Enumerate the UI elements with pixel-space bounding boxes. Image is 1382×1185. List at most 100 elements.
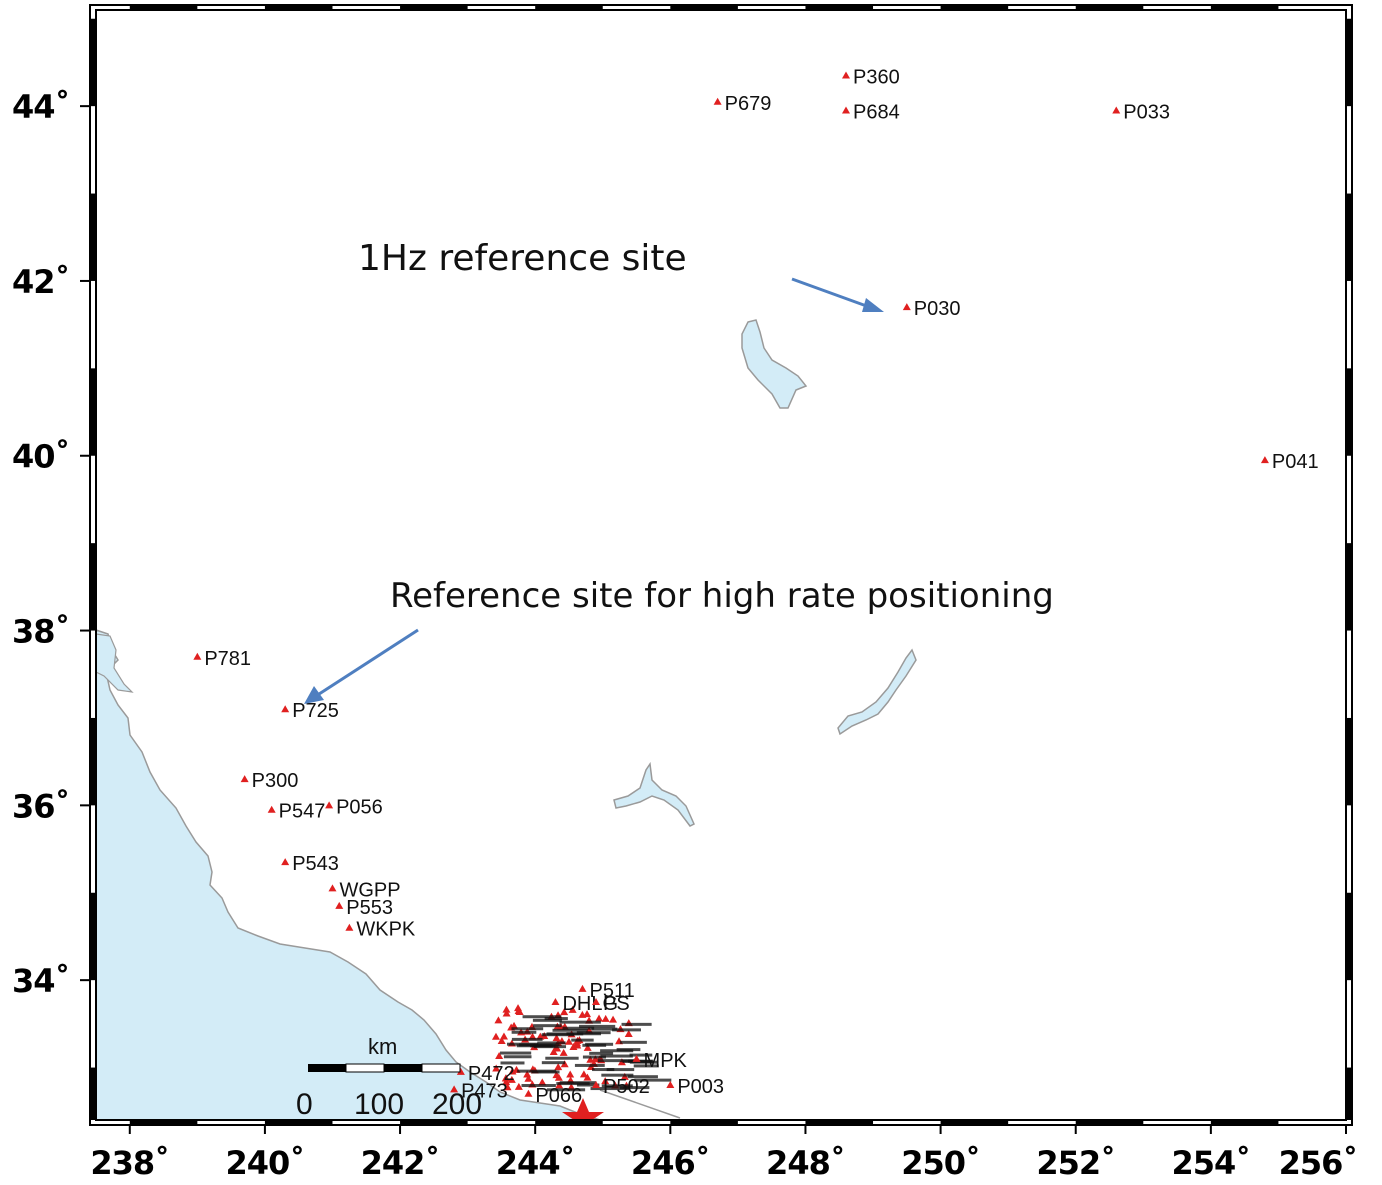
cluster-station-icon	[554, 1073, 563, 1081]
frame-band-right	[1346, 892, 1352, 981]
map-frame	[89, 4, 1353, 1126]
station-p511: P511	[578, 980, 635, 1002]
frame-band-bottom	[670, 1120, 738, 1125]
cluster-label-stroke	[574, 1063, 605, 1067]
station-triangle-icon	[551, 998, 560, 1006]
station-p056: P056	[325, 796, 383, 818]
x-tick-label-238: 238˚	[90, 1144, 169, 1180]
station-p679: P679	[713, 93, 772, 115]
annotation-1hz-text: 1Hz reference site	[358, 238, 687, 279]
cluster-station-icon	[503, 1083, 512, 1091]
cluster-station-icon	[495, 1052, 504, 1060]
frame-band-left	[90, 717, 96, 806]
frame-band-top	[129, 5, 198, 10]
cluster-station-icon	[524, 1074, 533, 1082]
y-tick-label-34: 34˚	[12, 962, 70, 1000]
great-salt-lake	[741, 319, 808, 409]
frame-band-right	[1346, 368, 1352, 456]
station-wkpk: WKPK	[345, 919, 416, 941]
cluster-label-stroke	[562, 1026, 595, 1030]
station-triangle-icon	[450, 1085, 459, 1093]
cluster-label-stroke	[552, 1028, 588, 1032]
station-triangle-icon	[713, 97, 722, 105]
station-dhlg: DHLG	[551, 993, 618, 1015]
cluster-station-icon	[501, 1074, 510, 1082]
station-wgpp: WGPP	[328, 879, 401, 901]
cluster-label-stroke	[619, 1086, 650, 1090]
bay-area	[95, 633, 134, 693]
y-tick-label-38: 38˚	[12, 613, 70, 651]
cluster-label-stroke	[619, 1040, 647, 1044]
station-triangle-icon	[578, 984, 587, 992]
annotation-1hz-arrowhead-icon	[862, 298, 884, 312]
station-triangle-icon	[345, 923, 354, 931]
cluster-station-icon	[560, 1008, 569, 1016]
station-triangle-icon	[328, 884, 337, 892]
cluster-label-stroke	[576, 1031, 611, 1035]
cluster-label-stroke	[634, 1078, 672, 1082]
cluster-label-stroke	[511, 1037, 543, 1041]
cluster-station-icon	[523, 1070, 532, 1078]
scale-label-0: 0	[296, 1088, 313, 1121]
cluster-station-icon	[554, 1063, 563, 1071]
frame-band-top	[1210, 5, 1279, 10]
cluster-station-icon	[536, 1032, 545, 1040]
cluster-label-stroke	[546, 1088, 586, 1092]
station-triangle-icon	[902, 303, 911, 311]
scale-label-200: 200	[432, 1088, 482, 1121]
cluster-station-icon	[502, 1005, 511, 1013]
station-cluster	[491, 1004, 672, 1092]
frame-band-left	[90, 543, 96, 631]
frame-band-bottom	[1075, 1120, 1144, 1125]
cluster-label-stroke	[559, 1020, 601, 1024]
station-p725: P725	[281, 700, 339, 722]
cluster-label-stroke	[511, 1030, 537, 1034]
station-mpk: MPK	[632, 1050, 688, 1072]
station-triangle-icon	[632, 1054, 641, 1062]
cluster-label-stroke	[500, 1051, 532, 1055]
lake-powell	[837, 648, 917, 736]
cluster-station-icon	[491, 1032, 500, 1040]
frame-band-bottom	[535, 1120, 603, 1125]
cluster-station-icon	[573, 1041, 582, 1049]
cluster-station-icon	[578, 1010, 587, 1018]
station-p781: P781	[193, 648, 251, 670]
border-line	[599, 1089, 681, 1119]
cluster-station-icon	[564, 1037, 573, 1045]
cluster-label-stroke	[511, 1027, 544, 1031]
cluster-label-stroke	[629, 1053, 653, 1057]
station-triangle-icon	[592, 1081, 600, 1089]
x-tick-label-246: 246˚	[631, 1144, 710, 1180]
y-tick-label-44: 44˚	[12, 88, 70, 126]
cluster-label-stroke	[606, 1068, 635, 1072]
station-p473: P473	[450, 1080, 508, 1102]
cluster-label-stroke	[616, 1048, 641, 1052]
frame-band-bottom	[129, 1120, 198, 1125]
cluster-label-stroke	[633, 1064, 659, 1068]
y-axis-ticks: 34˚ 36˚ 38˚ 40˚ 42˚ 44˚	[12, 88, 90, 1000]
station-label: DHLG	[562, 993, 618, 1015]
cluster-label-stroke	[521, 1084, 556, 1088]
station-label: P543	[292, 853, 339, 875]
frame-band-bottom	[805, 1120, 874, 1125]
cluster-label-stroke	[590, 1087, 631, 1091]
cluster-label-stroke	[591, 1027, 618, 1031]
station-label: P033	[1123, 102, 1170, 124]
cluster-label-stroke	[621, 1022, 652, 1026]
station-p543: P543	[281, 853, 339, 875]
cluster-label-stroke	[545, 1056, 579, 1060]
cluster-label-stroke	[537, 1041, 566, 1045]
station-label: P679	[725, 93, 772, 115]
cluster-station-icon	[566, 1070, 575, 1078]
station-label: P725	[292, 700, 339, 722]
scale-unit: km	[368, 1034, 397, 1059]
cluster-label-stroke	[585, 1042, 614, 1046]
station-p553: P553	[335, 897, 393, 919]
x-tick-label-242: 242˚	[361, 1144, 440, 1180]
cluster-label-stroke	[533, 1024, 562, 1028]
frame-band-top	[940, 5, 1009, 10]
cluster-label-stroke	[541, 1061, 566, 1065]
annotation-1hz-arrow	[791, 277, 873, 310]
frame-band-left	[90, 1067, 96, 1120]
frame-band-left	[90, 368, 96, 456]
